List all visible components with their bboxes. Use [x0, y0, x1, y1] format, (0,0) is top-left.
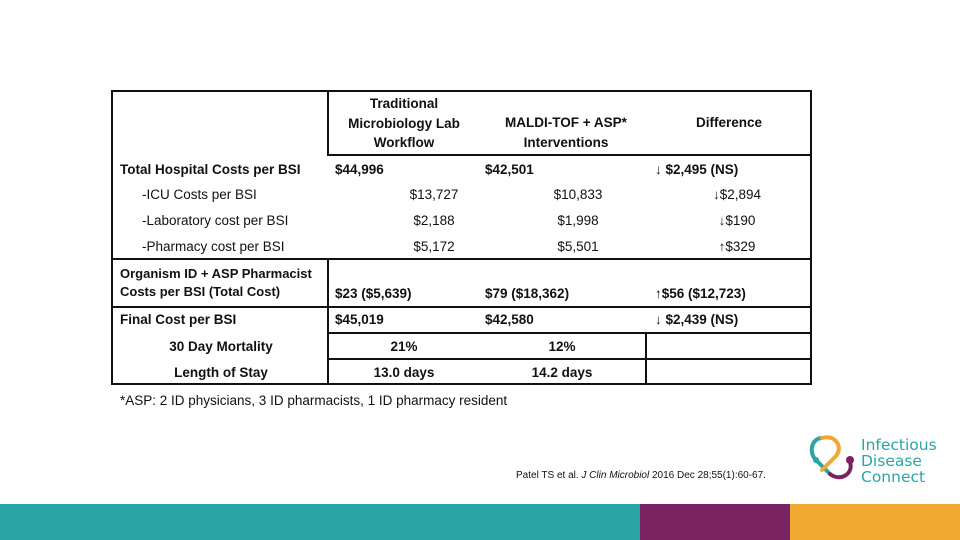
- row-divider: [327, 358, 812, 360]
- footer-bar-teal: [0, 504, 640, 540]
- cell-icu-maldi: $10,833: [553, 187, 603, 202]
- cell-final-diff: ↓ $2,439 (NS): [655, 312, 739, 327]
- cell-organism-trad: $23 ($5,639): [335, 286, 412, 301]
- cell-lab-maldi: $1,998: [557, 213, 599, 228]
- row-label-icu: -ICU Costs per BSI: [142, 187, 257, 202]
- cell-final-trad: $45,019: [335, 312, 384, 327]
- row-label-lab: -Laboratory cost per BSI: [142, 213, 289, 228]
- column-divider: [327, 90, 329, 156]
- column-divider: [327, 258, 329, 385]
- cell-organism-maldi: $79 ($18,362): [485, 286, 570, 301]
- table-border-bottom: [111, 383, 812, 385]
- row-label-mortality: 30 Day Mortality: [169, 339, 273, 354]
- table-border-top: [111, 90, 812, 92]
- citation-authors: Patel TS et al.: [516, 470, 582, 481]
- footer-bar-orange: [790, 504, 960, 540]
- table-border-left: [111, 90, 113, 385]
- logo-line3: Connect: [861, 468, 926, 486]
- cell-total-trad: $44,996: [335, 162, 384, 177]
- cell-los-trad: 13.0 days: [373, 365, 435, 380]
- citation-journal: J Clin Microbiol: [581, 470, 650, 481]
- row-label-pharmacy: -Pharmacy cost per BSI: [142, 239, 285, 254]
- footer-bar-purple: [640, 504, 790, 540]
- row-label-organism-id: Organism ID + ASP Pharmacist Costs per B…: [120, 266, 312, 299]
- cell-total-diff: ↓ $2,495 (NS): [655, 162, 739, 177]
- cell-lab-diff: ↓$190: [718, 213, 756, 228]
- logo-line1: Infectious: [861, 436, 937, 454]
- logo-text: Infectious Disease Connect: [861, 437, 937, 485]
- header-difference: Difference: [695, 115, 763, 130]
- row-divider: [327, 154, 812, 156]
- row-label-length-of-stay: Length of Stay: [174, 365, 268, 380]
- column-divider: [645, 332, 647, 385]
- cell-total-maldi: $42,501: [485, 162, 534, 177]
- infectious-disease-connect-logo-icon: [809, 435, 854, 480]
- row-divider: [327, 332, 812, 334]
- cell-pharmacy-maldi: $5,501: [557, 239, 599, 254]
- row-label-total: Total Hospital Costs per BSI: [120, 162, 301, 177]
- cell-icu-trad: $13,727: [409, 187, 459, 202]
- cell-lab-trad: $2,188: [413, 213, 455, 228]
- table-border-right: [810, 90, 812, 385]
- footnote: *ASP: 2 ID physicians, 3 ID pharmacists,…: [120, 393, 508, 408]
- cell-los-maldi: 14.2 days: [531, 365, 593, 380]
- cell-mortality-trad: 21%: [390, 339, 418, 354]
- cell-organism-diff: ↑$56 ($12,723): [655, 286, 746, 301]
- cell-pharmacy-diff: ↑$329: [718, 239, 756, 254]
- citation: Patel TS et al. J Clin Microbiol 2016 De…: [516, 470, 766, 481]
- header-traditional: Traditional Microbiology Lab Workflow: [348, 96, 460, 150]
- cell-mortality-maldi: 12%: [548, 339, 576, 354]
- row-label-final: Final Cost per BSI: [120, 312, 237, 327]
- row-divider: [111, 306, 812, 308]
- cell-final-maldi: $42,580: [485, 312, 534, 327]
- logo-line2: Disease: [861, 452, 922, 470]
- row-divider: [111, 258, 812, 260]
- cost-comparison-table: Traditional Microbiology Lab Workflow MA…: [111, 90, 812, 385]
- cell-pharmacy-trad: $5,172: [413, 239, 455, 254]
- cell-icu-diff: ↓$2,894: [712, 187, 762, 202]
- header-maldi: MALDI-TOF + ASP* Interventions: [505, 115, 627, 150]
- citation-details: 2016 Dec 28;55(1):60-67.: [649, 470, 766, 481]
